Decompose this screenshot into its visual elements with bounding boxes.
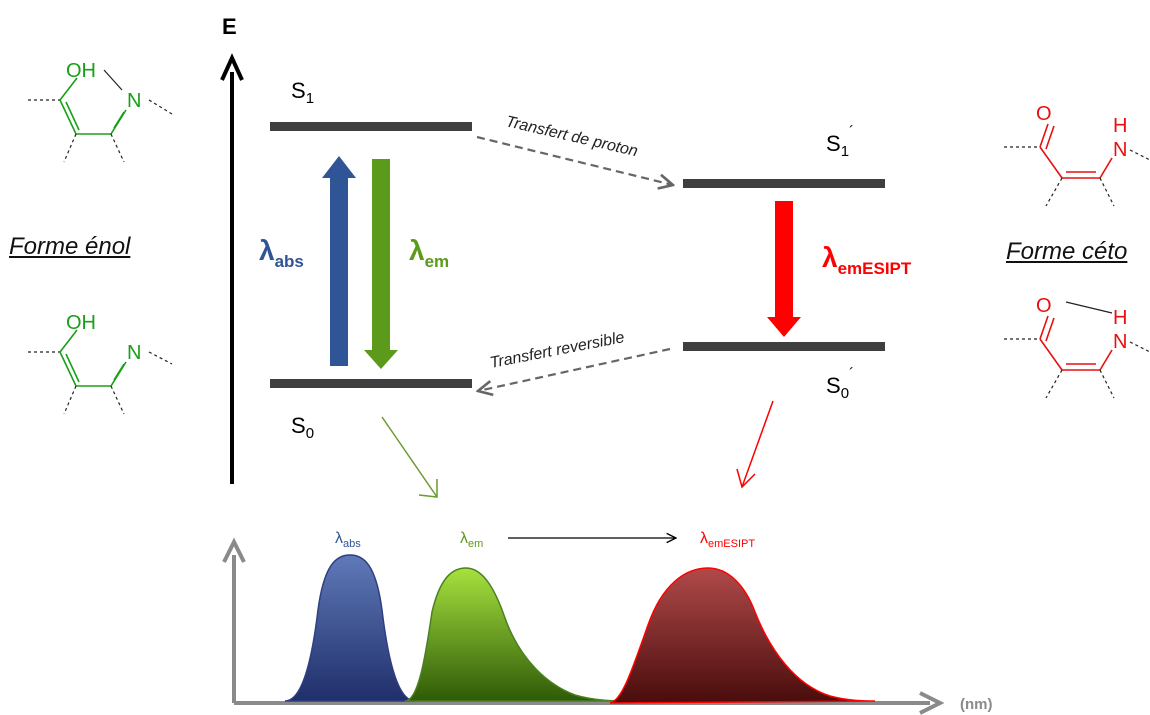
label-lambda-em: λem: [409, 235, 449, 271]
abs-peak: [284, 554, 416, 702]
red-pointer-arrow: [736, 400, 774, 489]
energy-axis: [220, 53, 244, 484]
esipt-peak: [609, 567, 876, 704]
enol-form-label: Forme énol: [9, 233, 131, 260]
spectrum-label-abs: λabs: [335, 530, 361, 550]
spectrum-axes: [222, 537, 945, 715]
enol-top-n: N: [127, 90, 141, 112]
green-pointer-arrow: [381, 416, 438, 498]
keto-molecule-top: [1004, 123, 1150, 207]
level-s1-prime: [683, 179, 885, 188]
enol-molecule-top: [28, 69, 173, 163]
keto-bottom-n: N: [1113, 331, 1127, 353]
level-s1: [270, 122, 472, 131]
em-peak: [404, 567, 631, 702]
label-s1-prime: S1´: [826, 123, 854, 160]
keto-form-label: Forme céto: [1006, 238, 1128, 265]
level-s0-prime: [683, 342, 885, 351]
keto-top-o: O: [1036, 103, 1052, 125]
keto-top-h: H: [1113, 115, 1127, 137]
label-s0: S0: [291, 413, 314, 442]
label-lambda-abs: λabs: [259, 235, 304, 271]
enol-bottom-oh: OH: [66, 312, 96, 334]
spectrum-label-em: λem: [460, 530, 483, 550]
label-lambda-emesipt: λemESIPT: [822, 242, 912, 278]
enol-top-oh: OH: [66, 60, 96, 82]
spectrum-label-esipt: λemESIPT: [700, 530, 755, 550]
absorption-arrow: [322, 156, 356, 366]
esipt-emission-arrow: [767, 201, 801, 337]
keto-molecule-bottom: [1004, 301, 1150, 399]
keto-bottom-h: H: [1113, 307, 1127, 329]
keto-top-n: N: [1113, 139, 1127, 161]
level-s0: [270, 379, 472, 388]
reversible-transfer-label: Transfert reversible: [489, 329, 626, 372]
label-s1: S1: [291, 78, 314, 107]
enol-bottom-n: N: [127, 342, 141, 364]
label-s0-prime: S0´: [826, 365, 854, 402]
enol-molecule-bottom: [28, 329, 173, 415]
proton-transfer-label: Transfert de proton: [504, 113, 639, 160]
spectrum-x-unit: (nm): [960, 696, 993, 713]
proton-transfer-arrow: [476, 135, 673, 185]
emission-arrow: [364, 159, 398, 369]
reversible-transfer-arrow: [478, 347, 671, 391]
keto-bottom-o: O: [1036, 295, 1052, 317]
energy-axis-label: E: [222, 14, 237, 39]
